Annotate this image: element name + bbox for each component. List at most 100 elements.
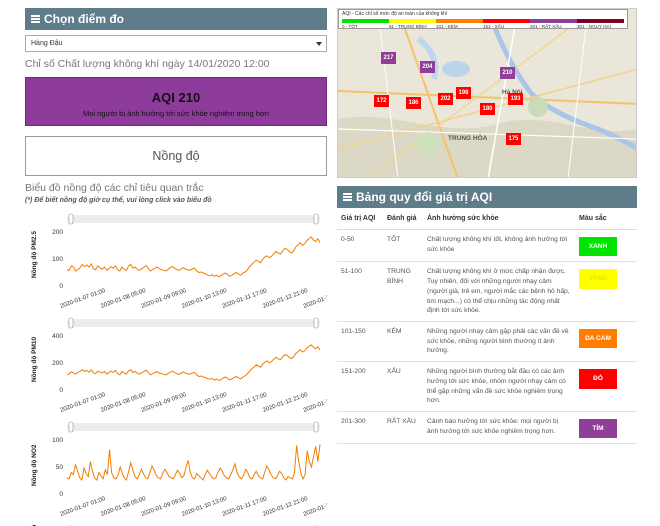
- chart-x-tick: 2020-01-08 05:00: [100, 288, 147, 310]
- aqi-color-cell: XANH: [575, 229, 637, 263]
- map-background: [338, 9, 636, 177]
- chart-x-tick: 2020-01-10 13:00: [181, 288, 228, 310]
- aqi-effect: Chất lượng không khí tốt, không ảnh hưởn…: [423, 229, 575, 263]
- map-station-marker[interactable]: 217: [381, 52, 396, 64]
- chart-y-tick: 100: [52, 256, 63, 263]
- station-panel-title: Chọn điểm đo: [44, 12, 124, 26]
- map-station-marker[interactable]: 175: [506, 133, 521, 145]
- chart-zoom-handle[interactable]: [313, 421, 319, 433]
- station-select[interactable]: Hàng Đậu: [25, 35, 327, 52]
- aqi-table-header: Bảng quy đổi giá trị AQI: [337, 186, 637, 208]
- chart-zoom-handle[interactable]: [68, 213, 74, 225]
- concentration-button[interactable]: Nồng độ: [25, 136, 327, 176]
- legend-title: AQI - Các chỉ số mức độ an toàn của khôn…: [342, 11, 448, 17]
- district-label-trunghoa: TRUNG HÒA: [448, 135, 488, 142]
- chart-zoom-handle[interactable]: [313, 317, 319, 329]
- chart-note: (*) Để biết nồng độ giờ cụ thể, vui lòng…: [25, 197, 212, 204]
- chart-x-tick: 2020-01-10 13:00: [181, 496, 228, 518]
- aqi-effect: Những người bình thường bắt đầu có các ả…: [423, 361, 575, 413]
- aqi-table-row: 0-50 TỐT Chất lượng không khí tốt, không ả…: [337, 229, 637, 263]
- chart-series-line[interactable]: [66, 344, 321, 382]
- col-header-color: Màu sắc: [575, 208, 637, 230]
- station-select-value: Hàng Đậu: [31, 40, 63, 47]
- aqi-effect: Cảnh báo hưởng tới sức khỏe: mọi người b…: [423, 411, 575, 445]
- chart-zoom-scrollbar[interactable]: [67, 215, 320, 223]
- aqi-range: 101-150: [337, 321, 383, 363]
- legend-swatch: [436, 19, 483, 23]
- aqi-color-cell: ĐỎ: [575, 361, 637, 413]
- map-station-marker[interactable]: 180: [480, 103, 495, 115]
- chart-x-tick: 2020-01-12 21:00: [262, 288, 309, 310]
- legend-swatch: [577, 19, 624, 23]
- station-panel: Chọn điểm đo Hàng Đậu Chỉ số Chất lượng …: [25, 0, 327, 526]
- map-station-marker[interactable]: 210: [500, 67, 515, 79]
- chart-x-tick: 2020-01-07 01:00: [60, 288, 107, 310]
- map-station-marker[interactable]: 193: [508, 93, 523, 105]
- legend-label: 201 - RẤT XẤU: [530, 24, 562, 29]
- chart-x-tick: 2020-01-11 17:00: [222, 288, 269, 310]
- aqi-table-row: 101-150 KÉM Những người nhạy cảm gặp phải …: [337, 321, 637, 363]
- aqi-table-row: 151-200 XẤU Những người bình thường bắt đầ…: [337, 361, 637, 413]
- legend-swatch: [342, 19, 389, 23]
- chart-zoom-handle[interactable]: [313, 213, 319, 225]
- aqi-rating: TRUNG BÌNH: [383, 261, 423, 323]
- legend-swatch: [483, 19, 530, 23]
- aqi-table-row: 201-300 RẤT XẤU Cảnh báo hưởng tới sức khỏ…: [337, 411, 637, 445]
- legend-label: 51 - TRUNG BÌNH: [389, 24, 427, 29]
- aqi-range: 51-100: [337, 261, 383, 323]
- chart-series-line[interactable]: [66, 236, 321, 278]
- aqi-color-cell: VÀNG: [575, 261, 637, 323]
- chart-x-tick: 2020-01-10 13:00: [181, 392, 228, 414]
- chart-heading: Biểu đồ nồng độ các chỉ tiêu quan trắc: [25, 182, 204, 194]
- map-station-marker[interactable]: 172: [374, 95, 389, 107]
- chart-y-label: Nồng độ NO2: [29, 444, 38, 486]
- legend-label: 151 - XẤU: [483, 24, 505, 29]
- map-station-marker[interactable]: 204: [420, 61, 435, 73]
- aqi-map[interactable]: AQI - Các chỉ số mức độ an toàn của khôn…: [337, 8, 637, 178]
- chart-zoom-handle[interactable]: [68, 317, 74, 329]
- aqi-color-cell: DA CAM: [575, 321, 637, 363]
- chart-x-tick: 2020-01-12 21:00: [262, 496, 309, 518]
- concentration-chart[interactable]: Nồng độ CO15,000: [25, 524, 327, 526]
- aqi-color-badge: DA CAM: [579, 329, 617, 349]
- map-station-marker[interactable]: 198: [456, 87, 471, 99]
- chart-y-label: Nồng độ CO: [29, 524, 38, 526]
- chart-x-tick: 2020-01-08 05:00: [100, 392, 147, 414]
- legend-swatch: [389, 19, 436, 23]
- aqi-table-head-row: Giá trị AQI Đánh giá Ảnh hưởng sức khỏe …: [337, 208, 637, 230]
- menu-icon: [343, 193, 352, 201]
- chart-y-tick: 200: [52, 229, 63, 236]
- chart-zoom-scrollbar[interactable]: [67, 319, 320, 327]
- aqi-effect: Chất lượng không khí ở mức chấp nhận đượ…: [423, 261, 575, 323]
- chart-zoom-scrollbar[interactable]: [67, 423, 320, 431]
- aqi-value: AQI 210: [151, 90, 201, 105]
- col-header-effect: Ảnh hưởng sức khỏe: [423, 208, 575, 230]
- chart-x-tick: 2020-01-07 01:00: [60, 392, 107, 414]
- map-and-table: AQI - Các chỉ số mức độ an toàn của khôn…: [337, 0, 637, 445]
- aqi-rating: XẤU: [383, 361, 423, 413]
- city-label-hanoi: Hà Nội: [502, 89, 523, 96]
- aqi-range: 201-300: [337, 411, 383, 445]
- col-header-value: Giá trị AQI: [337, 208, 383, 230]
- aqi-description: Mọi người bị ảnh hưởng tới sức khỏe nghi…: [82, 109, 270, 118]
- aqi-table-title: Bảng quy đổi giá trị AQI: [356, 190, 493, 204]
- legend-swatch: [530, 19, 577, 23]
- chart-y-tick: 400: [52, 333, 63, 340]
- chart-y-tick: 100: [52, 437, 63, 444]
- chart-x-tick: 2020-01-09 09:00: [141, 288, 188, 310]
- chart-x-tick: 2020-01-11 17:00: [222, 392, 269, 414]
- chart-series-line[interactable]: [66, 444, 321, 482]
- legend-label: 0 - TỐT: [342, 24, 358, 29]
- aqi-color-badge: TÍM: [579, 419, 617, 439]
- map-station-marker[interactable]: 186: [406, 97, 421, 109]
- map-station-marker[interactable]: 202: [438, 93, 453, 105]
- menu-icon: [31, 15, 40, 23]
- aqi-summary-box: AQI 210 Mọi người bị ảnh hưởng tới sức k…: [25, 77, 327, 126]
- aqi-rating: RẤT XẤU: [383, 411, 423, 445]
- chart-x-tick: 2020-01-07 01:00: [60, 496, 107, 518]
- chart-zoom-handle[interactable]: [68, 421, 74, 433]
- aqi-effect: Những người nhạy cảm gặp phải các vấn đề…: [423, 321, 575, 363]
